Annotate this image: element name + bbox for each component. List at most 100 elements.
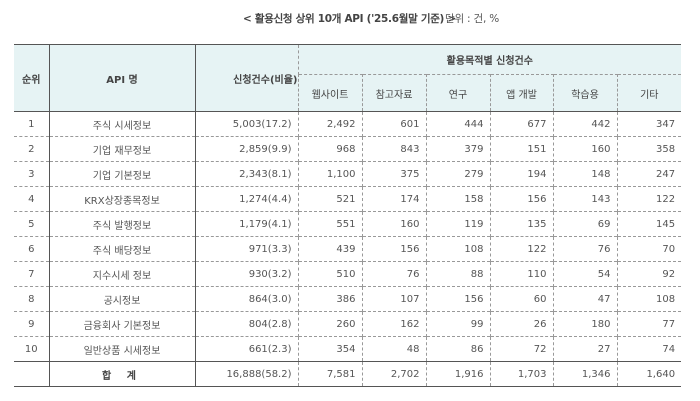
purpose-reference-cell: 160: [362, 211, 427, 237]
total-label-cell: 합 계: [49, 361, 196, 387]
api-name-cell: 일반상품 시세정보: [49, 336, 196, 362]
table-row: 7 지수시세 정보 930(3.2) 510 76 88 110 54 92: [14, 261, 682, 287]
purpose-learning-cell: 148: [553, 161, 618, 187]
total-purpose-app-dev-cell: 1,703: [490, 361, 554, 387]
purpose-research-cell: 119: [426, 211, 491, 237]
table-row: 1 주식 시세정보 5,003(17.2) 2,492 601 444 677 442 347: [14, 111, 681, 137]
header-purpose-group: 활용목적별 신청건수: [298, 44, 682, 75]
total-requests-cell: 1,179(4.1): [195, 211, 299, 237]
unit-label: 단위 : 건, %: [445, 13, 500, 25]
purpose-app-dev-cell: 72: [490, 336, 554, 362]
purpose-learning-cell: 442: [553, 111, 618, 137]
purpose-other-cell: 70: [617, 236, 682, 262]
purpose-research-cell: 279: [426, 161, 491, 187]
api-name-cell: 지수시세 정보: [49, 261, 196, 287]
purpose-other-cell: 77: [617, 311, 682, 337]
total-requests-cell: 971(3.3): [195, 236, 299, 262]
purpose-research-cell: 158: [426, 186, 491, 212]
purpose-reference-cell: 48: [362, 336, 427, 362]
purpose-research-cell: 379: [426, 136, 491, 162]
purpose-learning-cell: 54: [553, 261, 618, 287]
header-api-name: API 명: [49, 44, 196, 112]
total-purpose-research-cell: 1,916: [426, 361, 491, 387]
purpose-reference-cell: 601: [362, 111, 427, 137]
rank-cell: 5: [14, 211, 50, 237]
total-requests-cell: 5,003(17.2): [195, 111, 299, 137]
table-row: 2 기업 재무정보 2,859(9.9) 968 843 379 151 160 358: [14, 136, 682, 162]
rank-cell: 4: [14, 186, 50, 212]
purpose-app-dev-cell: 194: [490, 161, 554, 187]
purpose-reference-cell: 76: [362, 261, 427, 287]
total-rank-cell: [14, 361, 50, 387]
header-rank: 순위: [14, 44, 50, 112]
purpose-reference-cell: 174: [362, 186, 427, 212]
grand-total-cell: 16,888(58.2): [195, 361, 299, 387]
table-row: 6 주식 배당정보 971(3.3) 439 156 108 122 76 70: [14, 236, 682, 262]
total-requests-cell: 864(3.0): [195, 286, 299, 312]
total-requests-cell: 661(2.3): [195, 336, 299, 362]
total-purpose-reference-cell: 2,702: [362, 361, 427, 387]
purpose-research-cell: 88: [426, 261, 491, 287]
purpose-reference-cell: 843: [362, 136, 427, 162]
purpose-reference-cell: 107: [362, 286, 427, 312]
top-api-table: 순위 API 명 신청건수(비율) 활용목적별 신청건수 웹사이트 참고자료 연…: [14, 44, 682, 387]
purpose-other-cell: 247: [617, 161, 682, 187]
purpose-app-dev-cell: 151: [490, 136, 554, 162]
total-requests-cell: 804(2.8): [195, 311, 299, 337]
purpose-other-cell: 108: [617, 286, 682, 312]
purpose-website-cell: 1,100: [298, 161, 363, 187]
api-name-cell: 주식 시세정보: [49, 111, 196, 137]
purpose-reference-cell: 156: [362, 236, 427, 262]
table-row: 10 일반상품 시세정보 661(2.3) 354 48 86 72 27 74: [14, 336, 682, 362]
purpose-website-cell: 439: [298, 236, 363, 262]
table-row: 9 금융회사 기본정보 804(2.8) 260 162 99 26 180 77: [14, 311, 682, 337]
api-name-cell: 금융회사 기본정보: [49, 311, 196, 337]
rank-cell: 10: [14, 336, 50, 362]
header-purpose-other: 기타: [617, 74, 682, 112]
rank-cell: 7: [14, 261, 50, 287]
purpose-research-cell: 444: [426, 111, 491, 137]
purpose-website-cell: 521: [298, 186, 363, 212]
api-name-cell: 공시정보: [49, 286, 196, 312]
purpose-website-cell: 968: [298, 136, 363, 162]
purpose-other-cell: 74: [617, 336, 682, 362]
rank-cell: 9: [14, 311, 50, 337]
header-purpose-website: 웹사이트: [298, 74, 363, 112]
purpose-app-dev-cell: 156: [490, 186, 554, 212]
purpose-other-cell: 347: [655, 118, 676, 130]
rank-cell: 2: [14, 136, 50, 162]
purpose-website-cell: 2,492: [298, 111, 363, 137]
header-purpose-reference: 참고자료: [362, 74, 427, 112]
rank-cell: 8: [14, 286, 50, 312]
purpose-website-cell: 510: [298, 261, 363, 287]
purpose-learning-cell: 143: [553, 186, 618, 212]
purpose-learning-cell: 69: [553, 211, 618, 237]
purpose-other-cell: 145: [617, 211, 682, 237]
table-header: 순위 API 명 신청건수(비율) 활용목적별 신청건수 웹사이트 참고자료 연…: [14, 44, 682, 112]
purpose-other-cell: 358: [617, 136, 682, 162]
api-name-cell: 기업 기본정보: [49, 161, 196, 187]
purpose-reference-cell: 162: [362, 311, 427, 337]
api-name-cell: 주식 발행정보: [49, 211, 196, 237]
total-requests-cell: 930(3.2): [195, 261, 299, 287]
purpose-research-cell: 156: [426, 286, 491, 312]
purpose-app-dev-cell: 110: [490, 261, 554, 287]
purpose-research-cell: 108: [426, 236, 491, 262]
table-row: 8 공시정보 864(3.0) 386 107 156 60 47 108: [14, 286, 682, 312]
rank-cell: 3: [14, 161, 50, 187]
purpose-app-dev-cell: 135: [490, 211, 554, 237]
header-total-requests: 신청건수(비율): [195, 44, 299, 112]
api-name-cell: 주식 배당정보: [49, 236, 196, 262]
purpose-other-cell: 92: [617, 261, 682, 287]
purpose-learning-cell: 47: [553, 286, 618, 312]
table-row: 5 주식 발행정보 1,179(4.1) 551 160 119 135 69 145: [14, 211, 682, 237]
total-row: 합 계 16,888(58.2) 7,581 2,702 1,916 1,703 1,346…: [14, 361, 682, 387]
total-requests-cell: 2,343(8.1): [195, 161, 299, 187]
table-row: 3 기업 기본정보 2,343(8.1) 1,100 375 279 194 148 247: [14, 161, 682, 187]
purpose-research-cell: 99: [426, 311, 491, 337]
purpose-app-dev-cell: 60: [490, 286, 554, 312]
purpose-website-cell: 386: [298, 286, 363, 312]
purpose-other-cell: 122: [617, 186, 682, 212]
total-requests-cell: 1,274(4.4): [195, 186, 299, 212]
purpose-reference-cell: 375: [362, 161, 427, 187]
